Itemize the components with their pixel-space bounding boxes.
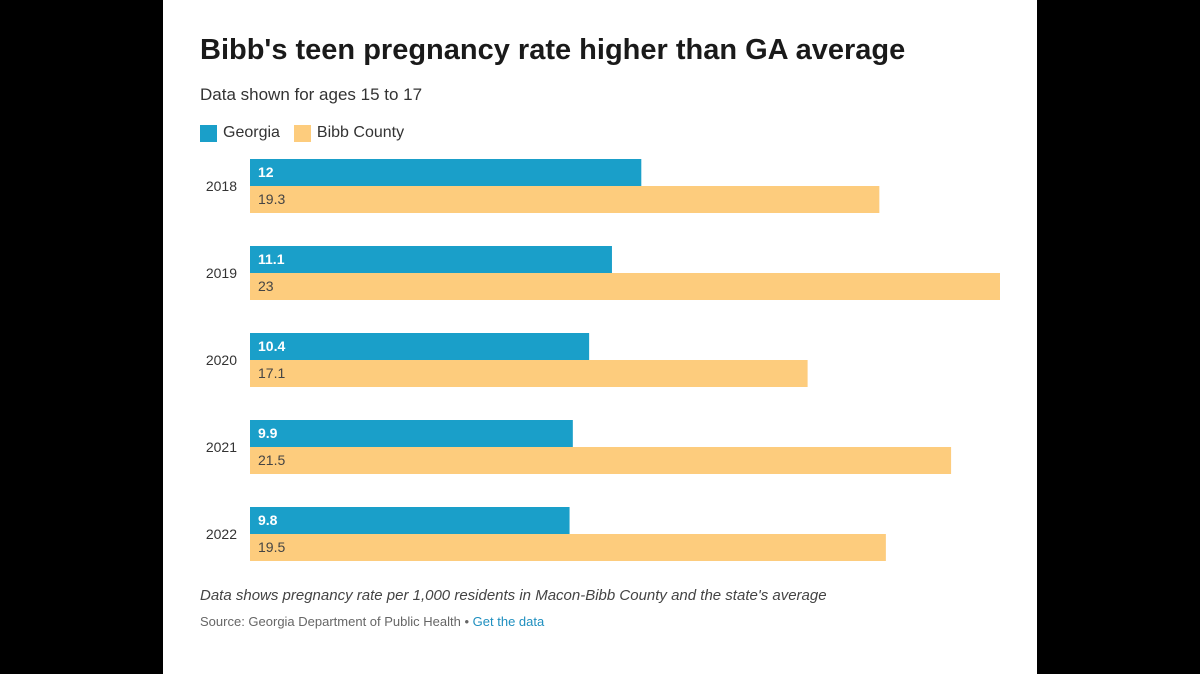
chart-note: Data shows pregnancy rate per 1,000 resi… <box>200 587 827 604</box>
bar-georgia-2020 <box>250 333 590 360</box>
category-label-2021: 2021 <box>206 439 237 455</box>
bar-georgia-2022 <box>250 507 570 534</box>
data-label-bibb-county-2021: 21.5 <box>258 452 285 468</box>
chart-title: Bibb's teen pregnancy rate higher than G… <box>200 34 906 66</box>
bar-chart: 2018 12 19.3 2019 11.1 23 2020 10.4 17.1 2021 9.9 2… <box>206 159 1000 561</box>
legend: Georgia Bibb County <box>200 122 418 144</box>
legend-swatch-bibb-county <box>293 124 311 142</box>
legend-label-bibb-county: Bibb County <box>316 124 405 141</box>
category-label-2018: 2018 <box>206 178 237 194</box>
category-label-2019: 2019 <box>206 265 237 281</box>
bar-georgia-2019 <box>250 246 612 273</box>
category-label-2022: 2022 <box>206 526 237 542</box>
source-line: Source: Georgia Department of Public Hea… <box>200 614 544 629</box>
bar-bibb-county-2018 <box>250 186 880 213</box>
bar-bibb-county-2020 <box>250 360 808 387</box>
legend-item-georgia: Georgia <box>200 124 280 142</box>
data-label-bibb-county-2022: 19.5 <box>258 539 285 555</box>
legend-label-georgia: Georgia <box>223 124 280 141</box>
data-label-georgia-2022: 9.8 <box>258 512 278 528</box>
data-label-georgia-2019: 11.1 <box>258 251 285 267</box>
source-text: Source: Georgia Department of Public Hea… <box>200 614 461 629</box>
bar-bibb-county-2021 <box>250 447 952 474</box>
bar-bibb-county-2022 <box>250 534 886 561</box>
chart-subtitle: Data shown for ages 15 to 17 <box>200 85 423 104</box>
chart-card: Bibb's teen pregnancy rate higher than G… <box>163 0 1037 674</box>
data-label-bibb-county-2018: 19.3 <box>258 191 285 207</box>
legend-swatch-georgia <box>200 124 217 142</box>
source-separator: • <box>464 614 470 629</box>
bar-georgia-2021 <box>250 420 573 447</box>
data-label-georgia-2018: 12 <box>258 164 274 180</box>
data-label-georgia-2021: 9.9 <box>258 425 278 441</box>
bar-bibb-county-2019 <box>250 273 1000 300</box>
data-label-bibb-county-2020: 17.1 <box>258 365 285 381</box>
data-label-georgia-2020: 10.4 <box>258 338 285 354</box>
data-label-bibb-county-2019: 23 <box>258 278 274 294</box>
category-label-2020: 2020 <box>206 352 237 368</box>
bar-georgia-2018 <box>250 159 642 186</box>
get-the-data-link[interactable]: Get the data <box>472 614 545 629</box>
legend-item-bibb-county: Bibb County <box>293 124 405 142</box>
